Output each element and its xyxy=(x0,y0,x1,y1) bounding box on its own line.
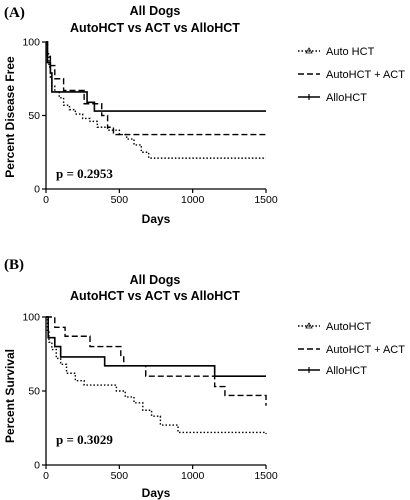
panel-b-subtitle: AutoHCT vs ACT vs AlloHCT xyxy=(70,289,240,303)
panel-a-label: (A) xyxy=(4,5,25,21)
panel-a-legend-label-3: AlloHCT xyxy=(326,92,367,104)
panel-a-x-axis-label: Days xyxy=(142,212,171,226)
panel-b-legend-label-1: AutoHCT xyxy=(326,321,372,333)
panel-a-legend-marker-1 xyxy=(305,47,313,54)
panel-b-y-tick-label: 0 xyxy=(34,460,40,472)
panel-b-series-line-3 xyxy=(46,316,266,377)
panel-b-x-axis-label: Days xyxy=(142,486,171,500)
panel-b-legend-label-3: AlloHCT xyxy=(326,365,367,377)
panel-b-x-tick-label: 500 xyxy=(111,470,129,482)
panel-a-title: All Dogs xyxy=(130,4,181,18)
panel-a-y-tick-label: 0 xyxy=(34,184,40,196)
panel-a-p-value: p = 0.2953 xyxy=(56,166,113,181)
panel-b-legend-label-2: AutoHCT + ACT xyxy=(326,344,405,356)
panel-b: (B) All Dogs AutoHCT vs ACT vs AlloHCT P… xyxy=(3,257,405,500)
panel-b-series-line-1 xyxy=(46,316,267,434)
panel-a-legend-label-1: Auto HCT xyxy=(326,46,375,58)
panel-a-series-line-1 xyxy=(46,41,266,159)
panel-b-p-value: p = 0.3029 xyxy=(56,432,113,447)
panel-a-series-line-2 xyxy=(46,41,266,136)
panel-a-y-tick-label: 50 xyxy=(28,110,40,122)
panel-a-x-tick-label: 0 xyxy=(43,194,49,206)
panel-b-y-tick-label: 100 xyxy=(22,312,40,324)
panel-a-x-tick-label: 1000 xyxy=(181,194,205,206)
panel-a-legend: Auto HCT AutoHCT + ACT AlloHCT xyxy=(298,46,405,104)
panel-a-x-tick-label: 1500 xyxy=(254,194,278,206)
panel-a-series-line-3 xyxy=(46,41,266,112)
panel-b-x-tick-label: 1000 xyxy=(181,470,205,482)
panel-a-legend-label-2: AutoHCT + ACT xyxy=(326,69,405,81)
panel-b-title: All Dogs xyxy=(130,273,181,287)
panel-a-y-tick-label: 100 xyxy=(22,37,40,49)
panel-a: (A) All Dogs AutoHCT vs ACT vs AlloHCT P… xyxy=(3,4,405,226)
panel-a-subtitle: AutoHCT vs ACT vs AlloHCT xyxy=(70,21,240,35)
panel-b-series-line-2 xyxy=(46,316,267,406)
panel-a-y-axis-label: Percent Disease Free xyxy=(3,56,17,178)
panel-b-x-tick-label: 1500 xyxy=(254,470,278,482)
panel-b-y-axis-label: Percent Survival xyxy=(3,349,17,443)
panel-b-legend-marker-1 xyxy=(305,322,313,329)
panel-b-label: (B) xyxy=(4,257,24,273)
panel-a-x-tick-label: 500 xyxy=(111,194,129,206)
panel-b-x-tick-label: 0 xyxy=(43,470,49,482)
panel-b-y-tick-label: 50 xyxy=(28,386,40,398)
panel-b-legend: AutoHCT AutoHCT + ACT AlloHCT xyxy=(298,321,405,377)
